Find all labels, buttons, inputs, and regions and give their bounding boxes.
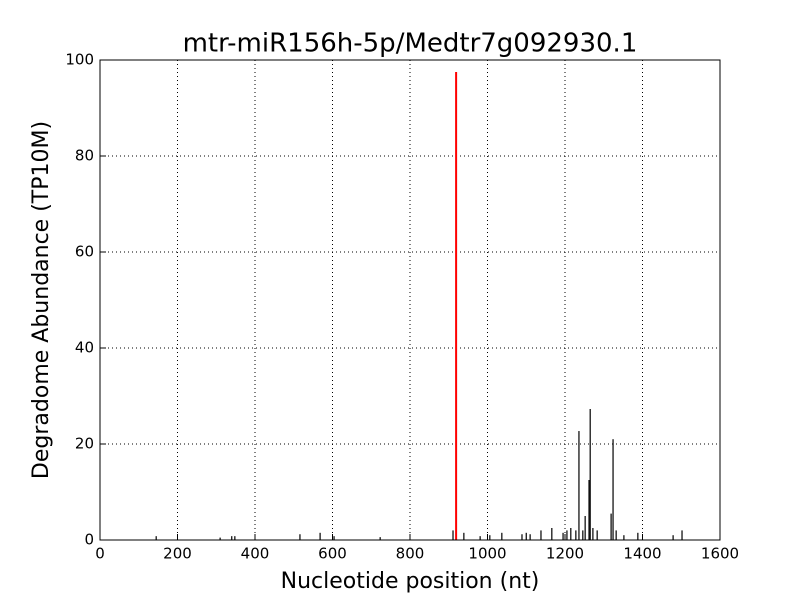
x-tick-label: 400 [241,545,270,563]
x-tick-label: 200 [163,545,192,563]
x-tick-label: 1200 [546,545,584,563]
x-tick-label: 1400 [623,545,661,563]
y-tick-label: 60 [75,243,94,261]
x-tick-label: 0 [95,545,105,563]
x-tick-label: 1000 [468,545,506,563]
y-tick-label: 20 [75,435,94,453]
y-tick-label: 0 [84,531,94,549]
x-tick-label: 800 [396,545,425,563]
x-axis-label: Nucleotide position (nt) [281,569,540,594]
y-tick-label: 80 [75,147,94,165]
plot-frame [99,59,721,541]
y-tick-label: 100 [65,51,94,69]
y-tick-label: 40 [75,339,94,357]
x-tick-label: 1600 [701,545,739,563]
chart-title: mtr-miR156h-5p/Medtr7g092930.1 [183,29,638,59]
x-tick-label: 600 [318,545,347,563]
y-axis-label: Degradome Abundance (TP10M) [29,121,54,479]
